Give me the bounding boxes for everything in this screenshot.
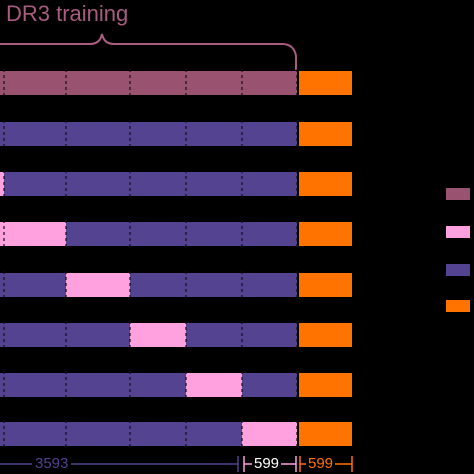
segment-train xyxy=(66,172,130,196)
segment-train xyxy=(66,422,130,446)
segment-train xyxy=(66,222,130,246)
segment-test xyxy=(299,373,352,397)
segment-test xyxy=(299,323,352,347)
dr3-training-brace xyxy=(0,33,297,70)
val-length-label: 599 xyxy=(252,455,282,472)
segment-test xyxy=(299,122,352,146)
fold-row-4 xyxy=(0,220,352,248)
segment-train xyxy=(186,323,242,347)
segment-test xyxy=(299,422,352,446)
segment-val xyxy=(242,422,297,446)
segment-train xyxy=(0,273,66,297)
segment-train xyxy=(130,373,186,397)
segment-train xyxy=(130,273,186,297)
segment-train xyxy=(186,222,242,246)
segment-dr3 xyxy=(130,71,186,95)
segment-train xyxy=(242,172,297,196)
segment-train xyxy=(0,422,66,446)
segment-train xyxy=(186,122,242,146)
fold-row-2 xyxy=(0,120,352,148)
segment-train xyxy=(4,172,66,196)
legend-swatch-train xyxy=(446,264,470,276)
fold-row-5 xyxy=(0,271,352,299)
segment-val xyxy=(0,222,66,246)
segment-train xyxy=(186,172,242,196)
test-length-label: 599 xyxy=(306,455,336,472)
legend xyxy=(446,188,470,312)
fold-rows xyxy=(0,69,352,448)
segment-val xyxy=(66,273,130,297)
segment-val xyxy=(186,373,242,397)
segment-train xyxy=(130,222,186,246)
segment-train xyxy=(242,373,297,397)
segment-train xyxy=(130,172,186,196)
fold-row-8 xyxy=(0,420,352,448)
segment-train xyxy=(242,222,297,246)
legend-swatch-test xyxy=(446,300,470,312)
segment-train xyxy=(186,273,242,297)
fold-row-1 xyxy=(0,69,352,97)
segment-test xyxy=(299,71,352,95)
segment-train xyxy=(242,273,297,297)
fold-row-7 xyxy=(0,371,352,399)
segment-dr3 xyxy=(0,71,66,95)
fold-row-6 xyxy=(0,321,352,349)
segment-train xyxy=(66,122,130,146)
segment-train xyxy=(0,373,66,397)
segment-val xyxy=(130,323,186,347)
segment-train xyxy=(66,373,130,397)
segment-test xyxy=(299,222,352,246)
segment-test xyxy=(299,172,352,196)
fold-row-3 xyxy=(0,170,352,198)
legend-swatch-dr3 xyxy=(446,188,470,200)
segment-train xyxy=(0,323,66,347)
segment-test xyxy=(299,273,352,297)
segment-train xyxy=(242,122,297,146)
brace-path xyxy=(0,33,297,70)
segment-train xyxy=(130,122,186,146)
segment-dr3 xyxy=(66,71,130,95)
segment-train xyxy=(242,323,297,347)
segment-train xyxy=(66,323,130,347)
train-length-label: 3593 xyxy=(32,456,72,471)
segment-dr3 xyxy=(186,71,242,95)
segment-train xyxy=(130,422,186,446)
segment-dr3 xyxy=(242,71,297,95)
segment-val xyxy=(0,172,4,196)
legend-swatch-val xyxy=(446,226,470,238)
dr3-training-title: DR3 training xyxy=(6,1,129,26)
segment-train xyxy=(186,422,242,446)
segment-train xyxy=(0,122,66,146)
